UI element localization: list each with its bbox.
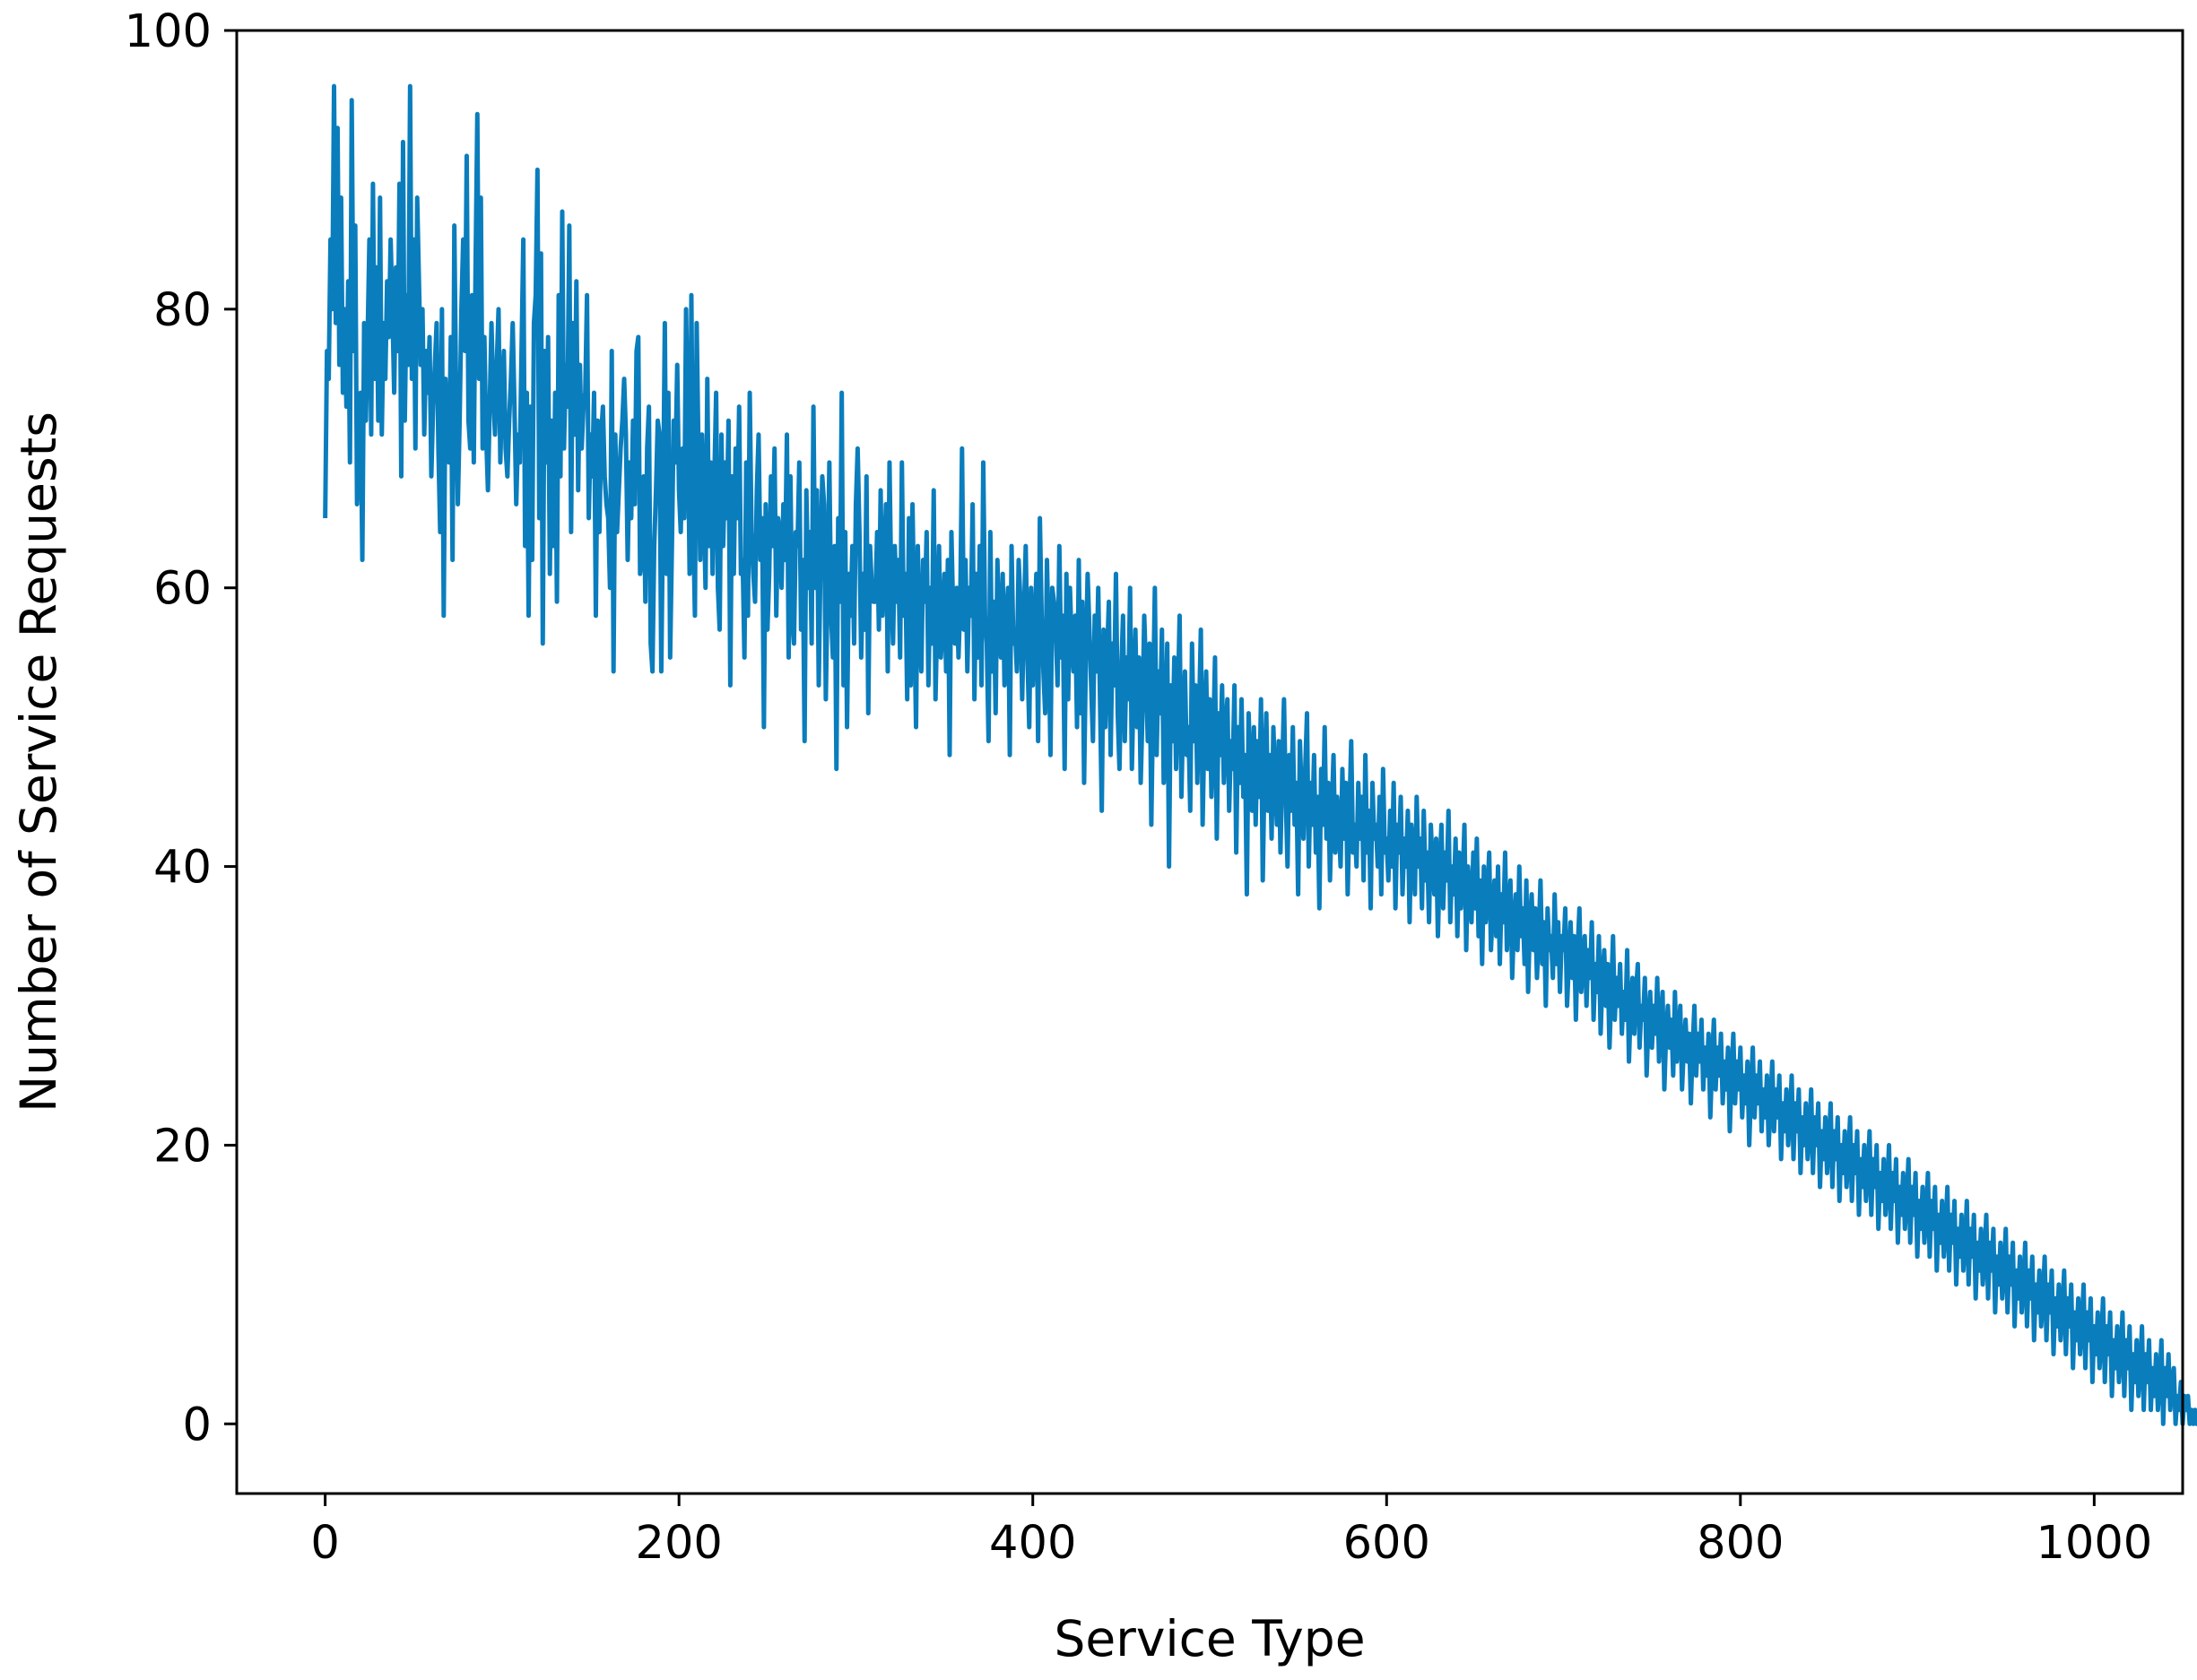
x-axis-label: Service Type [1054, 1610, 1365, 1667]
series-line-0 [323, 83, 2197, 1426]
x-tick-label: 200 [636, 1517, 723, 1570]
y-tick-label: 100 [125, 5, 212, 58]
y-tick-label: 80 [153, 284, 212, 337]
y-tick-label: 40 [153, 842, 212, 895]
x-tick-label: 400 [989, 1517, 1076, 1570]
y-axis-ticks: 0 20 40 60 80 100 [125, 5, 237, 1451]
y-tick-label: 20 [153, 1120, 212, 1173]
y-tick-label: 60 [153, 563, 212, 616]
axes-frame [235, 29, 2184, 1495]
y-tick-label: 0 [183, 1399, 212, 1451]
x-tick-label: 800 [1697, 1517, 1784, 1570]
y-axis-label: Number of Service Requests [10, 411, 67, 1113]
x-tick-label: 600 [1343, 1517, 1430, 1570]
x-tick-label: 0 [310, 1517, 339, 1570]
x-axis-ticks: 0 200 400 600 800 1000 [310, 1494, 2152, 1570]
plot-area [323, 83, 2197, 1426]
x-tick-label: 1000 [2036, 1517, 2152, 1570]
